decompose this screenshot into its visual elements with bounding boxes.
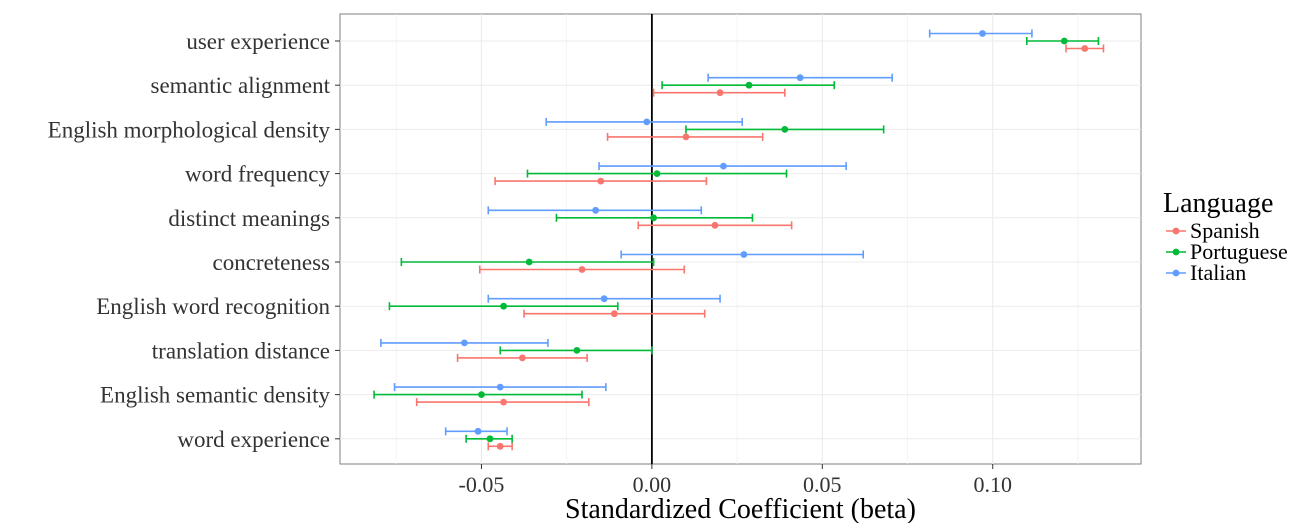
y-tick-label: English semantic density <box>100 383 330 408</box>
y-tick-label: English morphological density <box>48 117 331 142</box>
estimate-point <box>478 391 485 398</box>
series-spanish <box>415 44 1105 451</box>
x-tick-label: 0.05 <box>803 472 842 497</box>
estimate-point <box>740 251 748 258</box>
plot-panel <box>339 13 1142 465</box>
series-italian <box>380 29 1033 436</box>
estimate-point <box>720 162 727 170</box>
error-bars-layer <box>373 29 1105 451</box>
y-tick-label: user experience <box>186 29 330 54</box>
legend-label: Italian <box>1190 260 1246 285</box>
y-tick-label: word frequency <box>185 162 330 187</box>
estimate-point <box>610 310 618 318</box>
estimate-point <box>979 30 986 37</box>
legend-item-italian: Italian <box>1166 260 1246 285</box>
x-tick-label: -0.05 <box>459 472 505 497</box>
x-tick-label: 0.10 <box>973 472 1012 497</box>
legend-label: Spanish <box>1190 218 1260 243</box>
estimate-point <box>496 442 504 450</box>
y-axis-labels: user experience semantic alignment English… <box>48 29 340 452</box>
estimate-point <box>781 125 789 133</box>
y-tick-label: semantic alignment <box>151 73 331 98</box>
estimate-point <box>461 339 468 347</box>
estimate-point <box>474 427 482 435</box>
estimate-point <box>592 206 600 214</box>
estimate-point <box>711 221 719 229</box>
legend-key-point <box>1172 227 1180 235</box>
estimate-point <box>496 383 504 391</box>
estimate-point <box>573 347 581 354</box>
x-tick-label: 0.00 <box>633 472 672 497</box>
estimate-point <box>518 354 526 362</box>
estimate-point <box>653 170 661 178</box>
y-tick-label: concreteness <box>213 250 331 275</box>
series-portuguese <box>373 37 1100 443</box>
estimate-point <box>643 118 651 126</box>
y-tick-label: English word recognition <box>96 294 330 319</box>
estimate-point <box>716 89 724 97</box>
legend-key-point <box>1172 269 1180 277</box>
estimate-point <box>745 81 753 89</box>
estimate-point <box>682 133 690 141</box>
x-axis-ticks: -0.05 0.00 0.05 0.10 <box>459 464 1012 497</box>
estimate-point <box>500 302 508 310</box>
estimate-point <box>500 398 508 406</box>
estimate-point <box>597 177 605 185</box>
estimate-point <box>796 74 804 82</box>
estimate-point <box>525 258 533 266</box>
y-tick-label: word experience <box>177 427 330 452</box>
legend-item-portuguese: Portuguese <box>1166 239 1288 264</box>
y-tick-label: translation distance <box>152 338 330 363</box>
estimate-point <box>1081 45 1089 52</box>
estimate-point <box>1060 37 1068 45</box>
y-tick-label: distinct meanings <box>168 206 330 231</box>
legend-key-point <box>1172 248 1180 256</box>
estimate-point <box>600 295 608 303</box>
legend-item-spanish: Spanish <box>1166 218 1260 243</box>
x-axis-title: Standardized Coefficient (beta) <box>565 494 916 523</box>
legend-label: Portuguese <box>1190 239 1288 264</box>
legend-title: Language <box>1163 188 1273 219</box>
estimate-point <box>578 266 586 273</box>
estimate-point <box>650 214 657 222</box>
estimate-point <box>486 435 494 443</box>
